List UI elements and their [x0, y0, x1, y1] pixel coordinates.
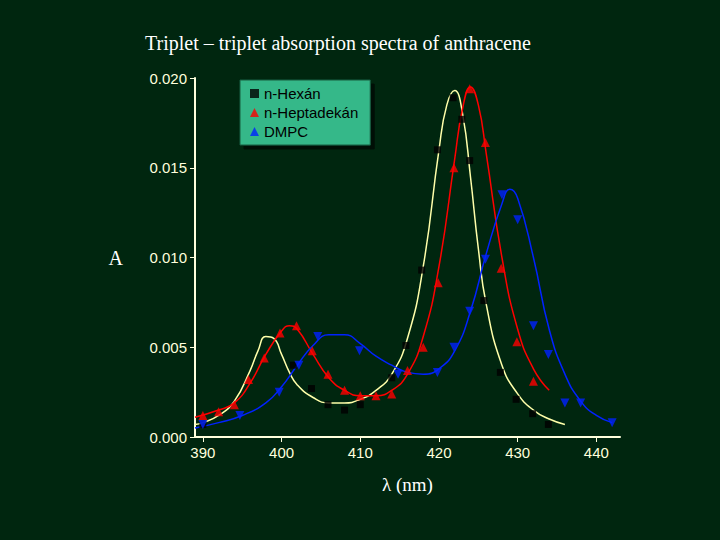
svg-text:410: 410 [348, 444, 373, 461]
svg-text:λ (nm): λ (nm) [382, 474, 433, 496]
svg-text:n-Heptadekán: n-Heptadekán [264, 104, 358, 121]
svg-text:0.000: 0.000 [149, 429, 187, 446]
svg-text:0.020: 0.020 [149, 70, 187, 87]
svg-text:DMPC: DMPC [264, 123, 308, 140]
svg-text:0.010: 0.010 [149, 249, 187, 266]
svg-text:n-Hexán: n-Hexán [264, 85, 321, 102]
svg-text:Triplet – triplet absorption s: Triplet – triplet absorption spectra of … [145, 32, 531, 55]
svg-text:440: 440 [584, 444, 609, 461]
svg-text:430: 430 [505, 444, 530, 461]
svg-text:0.005: 0.005 [149, 339, 187, 356]
svg-text:390: 390 [190, 444, 215, 461]
svg-text:A: A [109, 247, 124, 269]
svg-text:420: 420 [426, 444, 451, 461]
svg-text:400: 400 [269, 444, 294, 461]
svg-text:0.015: 0.015 [149, 159, 187, 176]
